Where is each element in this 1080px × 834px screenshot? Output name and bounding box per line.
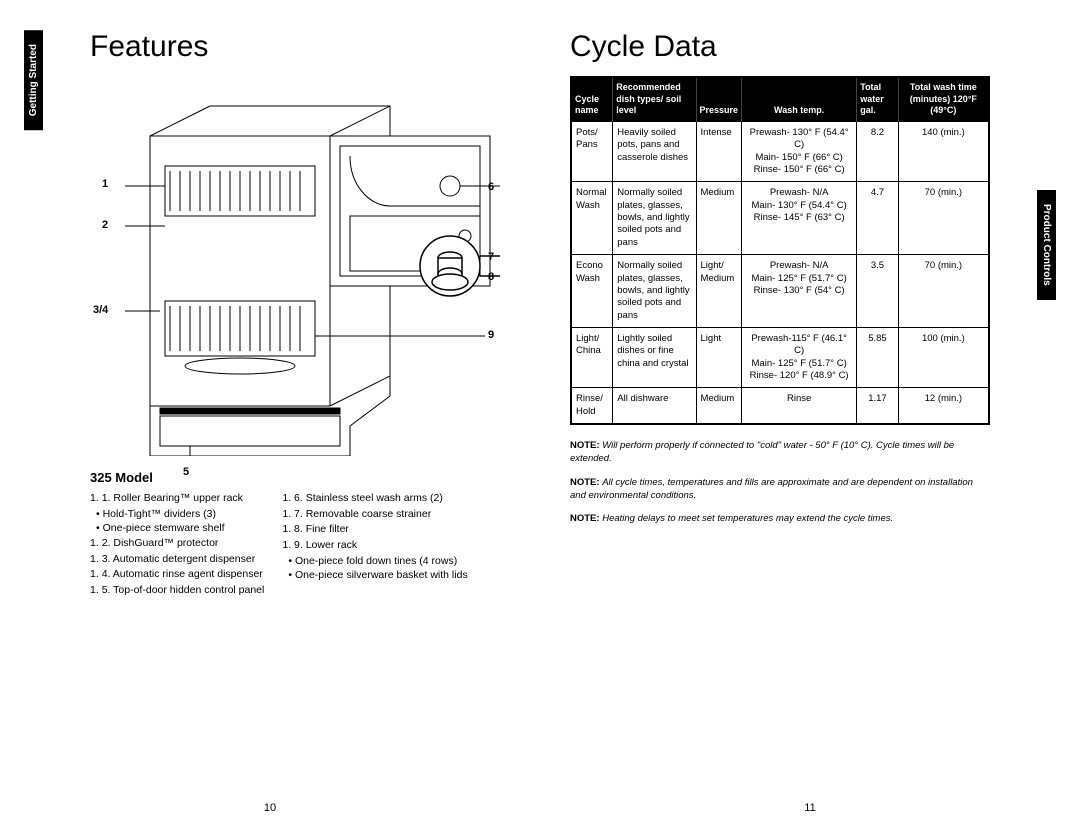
th-time: Total wash time (minutes) 120°F (49°C)	[898, 77, 989, 122]
feature-subitem: One-piece stemware shelf	[90, 521, 264, 536]
table-cell: 70 (min.)	[898, 255, 989, 328]
feature-subitem: Hold-Tight™ dividers (3)	[90, 507, 264, 522]
note-line: NOTE: All cycle times, temperatures and …	[570, 476, 990, 503]
table-cell: 3.5	[857, 255, 898, 328]
cycle-notes: NOTE: Will perform properly if connected…	[570, 439, 990, 525]
tab-getting-started: Getting Started	[24, 30, 43, 130]
table-cell: All dishware	[613, 388, 696, 424]
table-cell: Rinse	[742, 388, 857, 424]
feature-item: 5. Top-of-door hidden control panel	[90, 583, 264, 598]
feature-subitem: One-piece fold down tines (4 rows)	[282, 554, 467, 569]
feature-item: 4. Automatic rinse agent dispenser	[90, 567, 264, 582]
table-cell: Light/ Medium	[696, 255, 742, 328]
feature-item: 7. Removable coarse strainer	[282, 507, 467, 522]
table-row: Econo WashNormally soiled plates, glasse…	[571, 255, 989, 328]
table-cell: Prewash- N/A Main- 130° F (54.4° C) Rins…	[742, 182, 857, 255]
cycle-data-table: Cycle name Recommended dish types/ soil …	[570, 76, 990, 425]
table-cell: Intense	[696, 122, 742, 182]
callout-6: 6	[488, 181, 494, 193]
page-number-right: 11	[804, 802, 815, 814]
table-cell: Normally soiled plates, glasses, bowls, …	[613, 255, 696, 328]
feature-item: 8. Fine filter	[282, 522, 467, 537]
table-cell: 100 (min.)	[898, 327, 989, 387]
callout-1: 1	[102, 178, 108, 190]
callout-5: 5	[183, 466, 189, 478]
table-row: Pots/ PansHeavily soiled pots, pans and …	[571, 122, 989, 182]
th-cycle: Cycle name	[571, 77, 613, 122]
callout-2: 2	[102, 219, 108, 231]
table-cell: Medium	[696, 182, 742, 255]
table-cell: Light	[696, 327, 742, 387]
feature-item: 2. DishGuard™ protector	[90, 536, 264, 551]
table-cell: Prewash- 130° F (54.4° C) Main- 150° F (…	[742, 122, 857, 182]
th-pressure: Pressure	[696, 77, 742, 122]
table-cell: 140 (min.)	[898, 122, 989, 182]
note-line: NOTE: Heating delays to meet set tempera…	[570, 512, 990, 525]
callout-7: 7	[488, 251, 494, 263]
dishwasher-diagram: 1 2 3/4 5 6 7 8 9	[90, 76, 510, 456]
th-dish: Recommended dish types/ soil level	[613, 77, 696, 122]
cycle-data-title: Cycle Data	[570, 30, 990, 64]
th-water: Total water gal.	[857, 77, 898, 122]
dishwasher-svg	[90, 76, 510, 456]
table-cell: Light/ China	[571, 327, 613, 387]
tab-product-controls: Product Controls	[1037, 190, 1056, 300]
feature-columns: 1. Roller Bearing™ upper rackHold-Tight™…	[90, 491, 510, 599]
table-cell: Normally soiled plates, glasses, bowls, …	[613, 182, 696, 255]
callout-34: 3/4	[93, 304, 108, 316]
table-cell: Normal Wash	[571, 182, 613, 255]
callout-8: 8	[488, 271, 494, 283]
table-cell: 1.17	[857, 388, 898, 424]
note-line: NOTE: Will perform properly if connected…	[570, 439, 990, 466]
table-cell: Rinse/ Hold	[571, 388, 613, 424]
table-cell: 12 (min.)	[898, 388, 989, 424]
table-cell: Prewash-115° F (46.1° C) Main- 125° F (5…	[742, 327, 857, 387]
features-title: Features	[90, 30, 510, 64]
callout-9: 9	[488, 329, 494, 341]
table-cell: Prewash- N/A Main- 125° F (51.7° C) Rins…	[742, 255, 857, 328]
page-cycle-data: Product Controls Cycle Data Cycle name R…	[540, 0, 1080, 834]
page-number-left: 10	[264, 802, 276, 814]
table-cell: 4.7	[857, 182, 898, 255]
feature-item: 3. Automatic detergent dispenser	[90, 552, 264, 567]
feature-item: 1. Roller Bearing™ upper rack	[90, 491, 264, 506]
page-features: Getting Started Features	[0, 0, 540, 834]
table-cell: Lightly soiled dishes or fine china and …	[613, 327, 696, 387]
model-heading: 325 Model	[90, 470, 510, 485]
table-cell: Heavily soiled pots, pans and casserole …	[613, 122, 696, 182]
table-cell: Pots/ Pans	[571, 122, 613, 182]
table-row: Light/ ChinaLightly soiled dishes or fin…	[571, 327, 989, 387]
table-row: Rinse/ HoldAll dishwareMediumRinse1.1712…	[571, 388, 989, 424]
table-cell: Econo Wash	[571, 255, 613, 328]
table-cell: 70 (min.)	[898, 182, 989, 255]
feature-item: 9. Lower rack	[282, 538, 467, 553]
table-row: Normal WashNormally soiled plates, glass…	[571, 182, 989, 255]
table-cell: Medium	[696, 388, 742, 424]
table-cell: 5.85	[857, 327, 898, 387]
th-wash: Wash temp.	[742, 77, 857, 122]
feature-item: 6. Stainless steel wash arms (2)	[282, 491, 467, 506]
feature-subitem: One-piece silverware basket with lids	[282, 568, 467, 583]
table-cell: 8.2	[857, 122, 898, 182]
